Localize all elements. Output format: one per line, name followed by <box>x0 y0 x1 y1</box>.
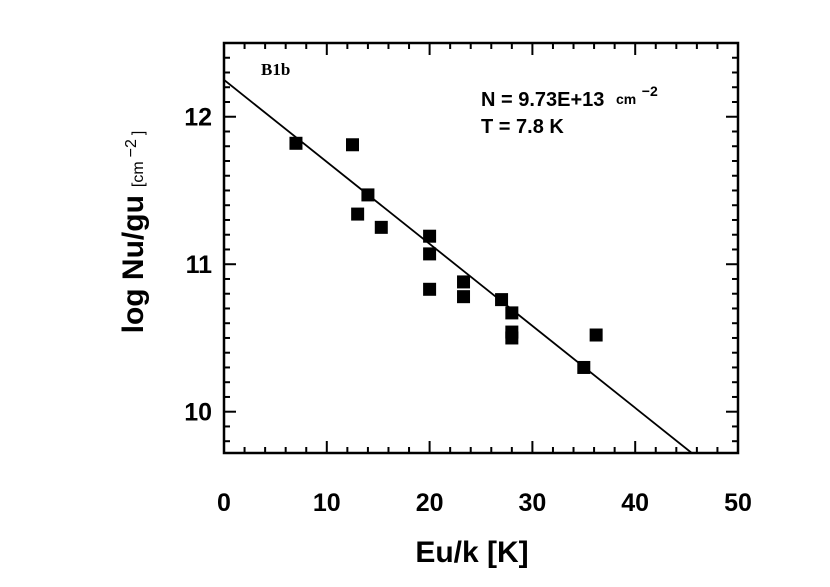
column-density-annotation: N = 9.73E+13 cm −2 <box>481 83 658 111</box>
y-tick-label: 12 <box>184 104 212 132</box>
x-tick-label: 40 <box>621 489 649 517</box>
data-point <box>374 220 388 234</box>
plot-area: 0 10 20 30 40 50 10 11 12 <box>184 41 752 517</box>
x-tick-label: 50 <box>724 489 752 517</box>
y-tick-label: 10 <box>184 399 212 427</box>
y-axis-unit-exponent: −2 <box>123 139 140 157</box>
y-axis-unit: [cm <box>130 161 147 187</box>
temperature-annotation: T = 7.8 K <box>481 116 564 138</box>
data-point <box>351 207 365 221</box>
y-axis-unit-close: ] <box>130 131 147 135</box>
x-tick-label: 10 <box>313 489 341 517</box>
x-axis-title: Eu/k [K] <box>415 536 528 569</box>
x-tick-label: 30 <box>518 489 546 517</box>
data-point <box>577 360 591 374</box>
data-point <box>505 331 519 345</box>
x-tick-label: 0 <box>217 489 231 517</box>
fit-line <box>224 79 693 453</box>
data-point <box>589 328 603 342</box>
y-tick-label: 11 <box>186 251 213 279</box>
column-density-value: N = 9.73E+13 <box>481 89 604 111</box>
data-point <box>423 282 437 296</box>
data-point <box>505 306 519 320</box>
data-point <box>423 247 437 261</box>
data-point <box>457 290 471 304</box>
data-point <box>495 293 509 307</box>
column-density-unit: cm <box>616 91 636 107</box>
data-point <box>457 275 471 289</box>
data-point <box>423 229 437 243</box>
data-point <box>361 188 375 202</box>
plot-frame <box>222 41 740 455</box>
x-tick-label: 20 <box>416 489 444 517</box>
data-point <box>346 138 359 152</box>
data-point <box>289 136 303 150</box>
y-axis-title-main: log Nu/gu <box>117 195 150 333</box>
panel-label: B1b <box>261 60 290 79</box>
y-axis-title: log Nu/gu [cm −2 ] <box>117 131 150 334</box>
column-density-unit-exponent: −2 <box>642 83 658 99</box>
